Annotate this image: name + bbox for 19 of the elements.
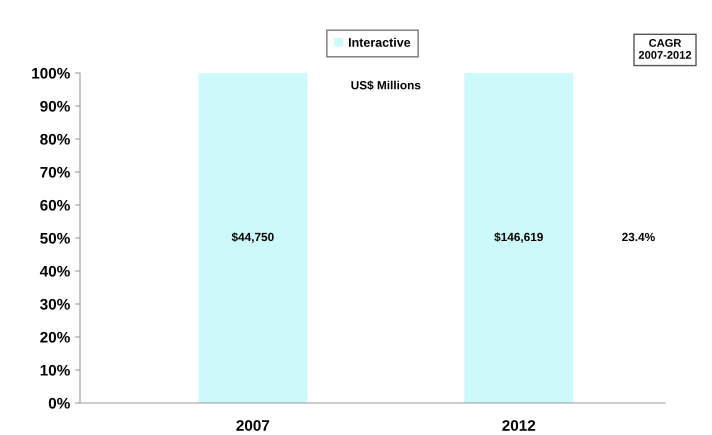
y-tick-label: 20% (40, 332, 70, 343)
x-tick-label: 2007 (236, 420, 270, 431)
annotation: 23.4% (622, 232, 655, 242)
y-tick-label: 80% (40, 134, 70, 145)
y-tick-label: 60% (40, 200, 70, 211)
annotation: US$ Millions (351, 80, 420, 90)
legend-label: Interactive (348, 38, 410, 47)
annotation: $146,619 (494, 232, 543, 243)
y-tick-label: 90% (40, 100, 70, 112)
y-tick-label: 50% (40, 232, 70, 244)
x-tick-label: 2012 (502, 420, 536, 431)
y-tick-label: 10% (40, 364, 70, 376)
annotation: $44,750 (232, 232, 274, 243)
y-tick-label: 70% (40, 166, 70, 178)
y-tick-label: 100% (32, 68, 70, 79)
y-tick-label: 0% (48, 398, 70, 409)
y-tick-label: 40% (40, 266, 70, 277)
text: CAGR 2007-2012 (638, 39, 692, 59)
y-tick-label: 30% (40, 298, 70, 310)
